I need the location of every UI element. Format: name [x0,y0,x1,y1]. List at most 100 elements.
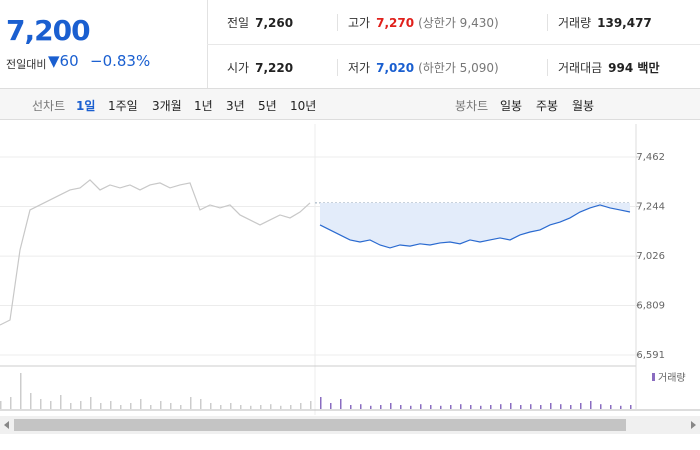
volume-bar [380,405,382,409]
change-pct: −0.83% [90,52,151,70]
quote-row: 전일 7,260 고가 7,270 (상한가 9,430) 거래량 139,477 [207,0,700,44]
change-label: 전일대비 [6,58,47,71]
volume-bar [480,405,482,409]
volume-bar [150,405,152,409]
quote-cell: 저가 7,020 (하한가 5,090) [337,59,499,76]
y-tick-label: 6,591 [636,350,665,361]
volume-bar [240,405,242,409]
cell-value: 7,270 [376,16,415,30]
volume-bar [580,403,582,409]
volume-bar [190,397,192,409]
volume-bar [390,403,392,409]
change: ▼60 [48,52,79,70]
volume-bar [20,373,22,409]
y-tick-label: 7,244 [636,202,665,213]
volume-bar [90,397,92,409]
scroll-left[interactable] [4,421,9,429]
tab[interactable]: 1주일 [108,99,138,113]
volume-bar [50,401,52,409]
volume-bar [230,403,232,409]
volume-bar [340,399,342,409]
volume-bar [560,404,562,409]
volume-legend-swatch [652,373,655,381]
quote-header: 7,200 전일대비 ▼60 −0.83% 전일 7,260 고가 7,270 (상한가… [0,0,700,89]
volume-bar [310,401,312,409]
tab[interactable]: 3년 [226,99,245,113]
tab[interactable]: 1년 [194,99,213,113]
volume-bar [10,397,12,409]
cell-label: 시가 [227,61,250,75]
cell-value: 7,260 [255,16,294,30]
quote-cell: 거래량 139,477 [547,14,652,31]
quote-cell: 거래대금 994 백만 [547,59,659,76]
volume-bar [210,403,212,409]
volume-bar [460,404,462,409]
volume-bar [440,405,442,409]
volume-bar [290,405,292,409]
area-fill [320,202,630,248]
tab-label: 봉차트 [455,99,489,113]
volume-bar [250,405,252,409]
volume-bar [180,405,182,409]
tab[interactable]: 5년 [258,99,277,113]
y-tick-label: 7,026 [636,251,665,262]
quote-cell: 시가 7,220 [227,59,293,76]
quote-row: 시가 7,220 저가 7,020 (하한가 5,090) 거래대금 994 백만 [207,44,700,89]
volume-bar [520,405,522,409]
volume-bar [110,401,112,409]
volume-legend: 거래량 [658,372,686,384]
tab-bar: 선차트 1일 1주일 3개월 1년 3년 5년 10년 봉차트 일봉 주봉 월봉 [0,89,700,120]
volume-bar [140,399,142,409]
cell-extra: (상한가 9,430) [418,16,499,30]
quote-cell: 전일 7,260 [227,14,293,31]
cell-label: 전일 [227,16,250,30]
volume-bar [450,405,452,409]
volume-bar [270,404,272,409]
tab[interactable]: 월봉 [572,99,595,113]
volume-bar [540,405,542,409]
y-tick-label: 7,462 [636,152,665,163]
price-box: 7,200 전일대비 ▼60 −0.83% [0,0,208,88]
volume-bar [630,405,632,409]
volume-bar [260,405,262,409]
scroll-right[interactable] [691,421,696,429]
volume-bar [410,405,412,409]
volume-bar [620,405,622,409]
tab[interactable]: 10년 [290,99,317,113]
volume-bar [40,399,42,409]
volume-bar [350,405,352,409]
tab-label: 선차트 [32,99,66,113]
cell-label: 거래량 [558,16,592,30]
volume-bar [320,397,322,409]
volume-bar [0,401,2,409]
volume-bar [60,395,62,409]
volume-bar [330,403,332,409]
volume-bar [400,405,402,409]
volume-bar [280,405,282,409]
cell-label: 저가 [348,61,371,75]
cell-value: 7,020 [376,61,415,75]
tab[interactable]: 3개월 [152,99,182,113]
volume-bar [610,405,612,409]
volume-bar [170,403,172,409]
cell-label: 고가 [348,16,371,30]
volume-bar [30,393,32,409]
volume-bar [490,405,492,409]
volume-bar [200,399,202,409]
cell-value: 994 백만 [608,61,660,75]
volume-bar [500,404,502,409]
scrollbar-thumb[interactable] [14,419,626,431]
tab[interactable]: 1일 [76,99,96,113]
volume-bar [70,403,72,409]
volume-bar [470,405,472,409]
volume-bar [360,404,362,409]
volume-bar [530,404,532,409]
volume-bar [570,405,572,409]
volume-bar [120,405,122,409]
tab[interactable]: 주봉 [536,99,559,113]
price-line [319,204,631,249]
tab[interactable]: 일봉 [500,99,523,113]
cell-extra: (하한가 5,090) [418,61,499,75]
volume-bar [220,405,222,409]
